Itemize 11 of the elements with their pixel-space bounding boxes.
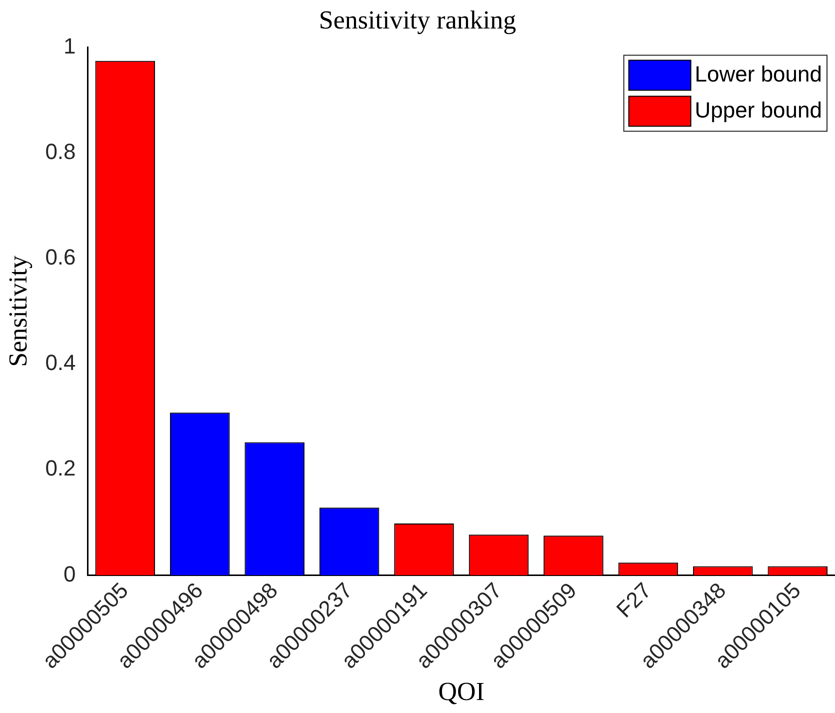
y-tick-label: 1 (64, 33, 76, 58)
y-tick-label: 0.2 (45, 456, 76, 481)
y-tick-label: 0.8 (45, 138, 76, 164)
y-tick-label: 0.6 (45, 244, 76, 270)
x-axis-title: QOI (438, 677, 484, 706)
chart-title: Sensitivity ranking (318, 5, 516, 34)
y-axis-title: Sensitivity (3, 256, 32, 367)
legend-label: Upper bound (694, 97, 822, 122)
legend-label: Lower bound (694, 61, 822, 86)
y-tick-label: 0 (64, 561, 76, 586)
y-tick-label: 0.4 (45, 350, 76, 376)
